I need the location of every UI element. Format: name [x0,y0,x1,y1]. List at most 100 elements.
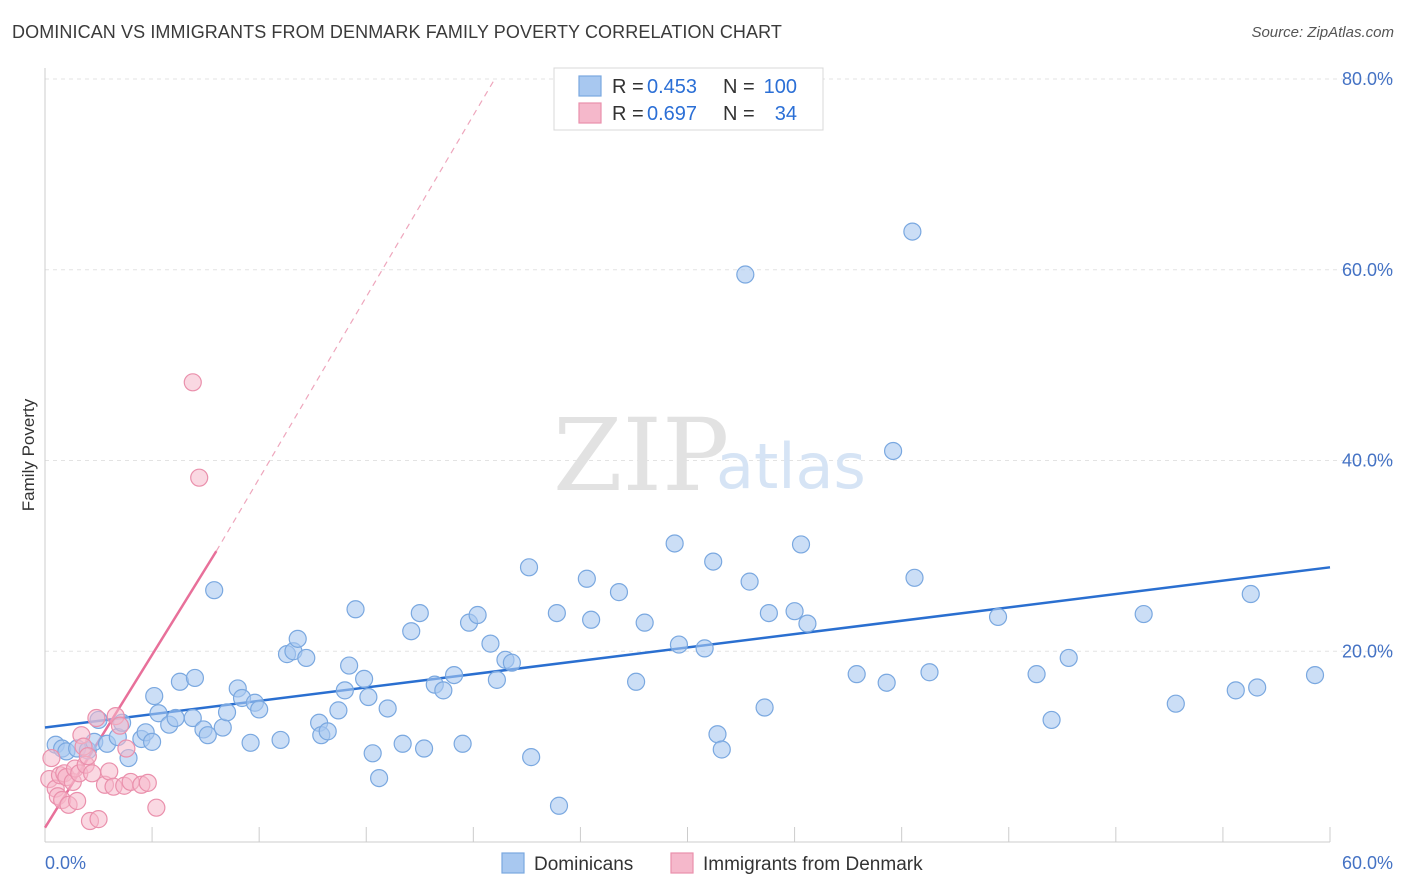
data-point-dominicans [1226,681,1245,700]
data-point-dominicans [883,441,903,461]
data-point-denmark [117,739,136,758]
data-point-dominicans [1027,665,1046,684]
data-point-dominicans [669,635,689,654]
data-point-dominicans [363,744,382,763]
data-point-dominicans [549,796,569,815]
data-point-dominicans [378,699,397,718]
y-tick-label: 40.0% [1342,451,1393,471]
data-point-dominicans [402,622,421,641]
data-point-dominicans [434,681,453,700]
data-point-dominicans [1166,694,1185,713]
data-point-dominicans [410,603,429,623]
data-point-dominicans [453,734,472,753]
data-point-dominicans [149,704,168,723]
y-tick-label: 80.0% [1342,69,1393,89]
data-point-dominicans [1305,665,1325,685]
data-point-dominicans [241,733,260,752]
data-point-dominicans [798,614,817,633]
data-point-dominicans [626,672,646,691]
data-point-dominicans [297,648,316,668]
data-point-dominicans [1042,710,1061,730]
data-point-dominicans [481,634,500,653]
data-point-dominicans [791,535,811,554]
data-point-dominicans [145,686,164,706]
data-point-dominicans [519,558,539,577]
data-point-dominicans [213,718,232,737]
legend-r-label-1: R = [612,76,644,98]
dominicans-points [46,222,1325,815]
bottom-legend-swatch-denmark [670,852,694,874]
data-point-dominicans [522,748,541,767]
data-point-dominicans [318,722,337,741]
data-point-denmark [138,773,157,792]
correlation-legend: R = 0.453 N = 100 R = 0.697 N = 34 [553,67,824,131]
data-point-dominicans [708,725,727,744]
data-point-dominicans [359,687,378,707]
data-point-dominicans [393,734,412,753]
data-point-dominicans [487,670,506,689]
data-point-denmark [100,762,119,781]
data-point-dominicans [250,700,269,719]
data-point-dominicans [903,222,922,241]
data-point-dominicans [755,698,774,717]
bottom-legend-label-dominicans: Dominicans [534,854,633,875]
data-point-dominicans [170,672,190,691]
data-point-dominicans [142,732,162,751]
data-point-dominicans [502,653,521,672]
data-point-dominicans [577,569,596,588]
data-point-dominicans [166,708,185,728]
chart-title: DOMINICAN VS IMMIGRANTS FROM DENMARK FAM… [12,22,782,42]
data-point-dominicans [1241,584,1260,604]
data-point-dominicans [877,673,896,692]
data-point-dominicans [183,708,202,728]
legend-n-value-2: 34 [775,103,797,125]
data-point-dominicans [665,534,684,553]
data-point-dominicans [1134,604,1153,624]
bottom-legend-label-denmark: Immigrants from Denmark [703,854,923,875]
legend-n-value-1: 100 [764,76,797,98]
data-point-dominicans [370,768,389,788]
legend-r-label-2: R = [612,103,644,125]
data-point-denmark [42,748,61,768]
data-point-dominicans [785,602,804,621]
data-point-dominicans [740,572,759,591]
data-point-denmark [87,708,106,728]
watermark-zip: ZIP [553,397,729,514]
y-tick-label: 60.0% [1342,260,1393,280]
data-point-denmark [78,747,97,766]
legend-n-label-1: N = [723,76,755,98]
data-point-dominicans [414,739,434,758]
data-point-dominicans [185,668,205,688]
data-point-dominicans [198,726,217,745]
data-point-dominicans [547,603,566,623]
legend-r-value-2: 0.697 [647,103,697,125]
data-point-dominicans [1059,648,1078,668]
watermark-atlas: atlas [716,430,866,503]
data-point-denmark [110,716,130,735]
data-point-dominicans [712,740,731,759]
y-axis-label: Family Poverty [19,398,38,511]
data-point-denmark [89,810,108,829]
denmark-points [40,373,209,831]
data-point-dominicans [335,681,354,700]
legend-r-value-1: 0.453 [647,76,697,98]
data-point-dominicans [444,665,464,685]
data-point-dominicans [635,613,654,632]
data-point-dominicans [468,605,487,625]
data-point-dominicans [905,568,924,587]
x-tick-label-min: 0.0% [45,853,86,873]
data-point-dominicans [1248,678,1267,697]
data-point-dominicans [920,663,939,682]
series-legend: Dominicans Immigrants from Denmark [501,852,923,875]
watermark: ZIP atlas [553,397,866,514]
legend-swatch-dominicans [578,75,602,97]
data-point-dominicans [847,665,866,684]
data-point-denmark [147,798,166,817]
data-point-dominicans [217,703,237,722]
data-point-denmark [183,373,202,392]
y-tick-labels: 20.0% 40.0% 60.0% 80.0% [1342,69,1393,661]
data-point-dominicans [988,607,1008,627]
data-point-dominicans [582,610,601,629]
data-point-dominicans [288,629,307,648]
